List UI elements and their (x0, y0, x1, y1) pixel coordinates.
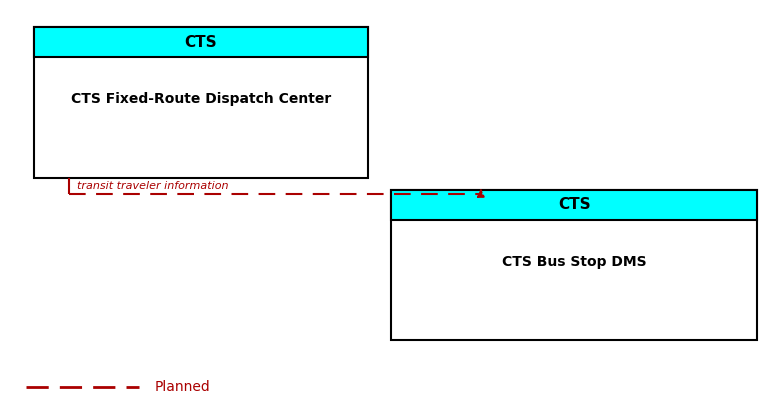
Bar (392, 190, 757, 220)
Text: CTS: CTS (185, 35, 218, 50)
Bar (392, 190, 757, 340)
Text: transit traveler information: transit traveler information (77, 180, 228, 191)
Bar (34, 27, 368, 178)
Text: CTS: CTS (557, 197, 590, 212)
Text: CTS Fixed-Route Dispatch Center: CTS Fixed-Route Dispatch Center (71, 92, 331, 106)
Text: Planned: Planned (154, 380, 210, 394)
Text: CTS Bus Stop DMS: CTS Bus Stop DMS (502, 255, 647, 269)
Bar (34, 27, 368, 57)
